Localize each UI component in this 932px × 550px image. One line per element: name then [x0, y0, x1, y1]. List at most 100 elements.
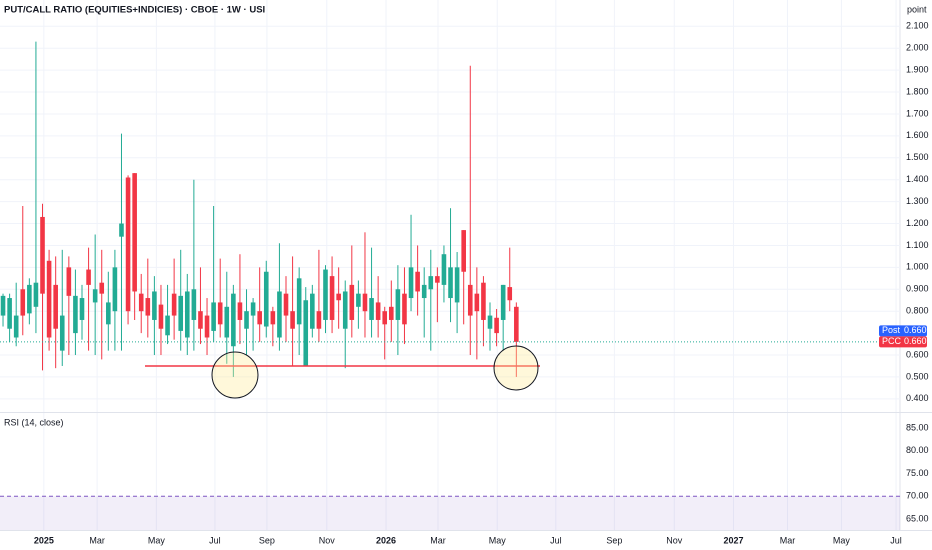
y-tick-label: 1.500: [906, 152, 929, 162]
candle-body: [362, 293, 368, 312]
y-tick-label: 1.800: [906, 86, 929, 96]
highlight-circle: [211, 351, 259, 399]
candle-body: [13, 315, 19, 338]
y-tick-label: 0.600: [906, 349, 929, 359]
candle-body: [461, 230, 466, 272]
candle-body: [46, 260, 52, 338]
price-badge: [879, 336, 927, 348]
chart-title: PUT/CALL RATIO (EQUITIES+INDICIES) · CBO…: [4, 5, 265, 16]
y-tick-label: 85.00: [906, 422, 929, 432]
candle-body: [283, 293, 289, 316]
price-badge-name: Post: [882, 325, 901, 335]
candle-body: [132, 173, 137, 292]
y-tick-label: 0.400: [906, 393, 929, 403]
candle-body: [138, 293, 144, 312]
x-tick-label: Mar: [430, 535, 446, 545]
y-tick-label: 0.800: [906, 306, 929, 316]
candle-body: [356, 293, 361, 307]
x-tick-label: Jul: [550, 535, 562, 545]
candle-body: [336, 293, 341, 301]
candle-body: [514, 306, 519, 342]
candle-body: [79, 298, 85, 320]
candle-body: [388, 306, 394, 320]
candle-body: [92, 289, 98, 303]
candle-body: [145, 298, 151, 316]
candle-body: [33, 282, 39, 307]
candle-body: [263, 271, 269, 327]
candle-body: [198, 311, 203, 329]
candle-body: [310, 293, 315, 329]
candle-body: [20, 289, 26, 316]
candle-body: [270, 311, 276, 325]
y-tick-label: 1.100: [906, 240, 929, 250]
candle-body: [53, 284, 58, 329]
x-tick-label: Nov: [319, 535, 336, 545]
y-tick-label: 75.00: [906, 468, 929, 478]
x-tick-label: 2026: [376, 535, 396, 545]
plot: [0, 41, 900, 377]
candle-body: [257, 311, 262, 325]
candle-body: [342, 291, 348, 329]
x-tick-label: Sep: [606, 535, 622, 545]
candle-body: [165, 315, 170, 336]
x-tick-label: 2025: [34, 535, 54, 545]
candle-body: [211, 302, 216, 331]
candle-body: [73, 295, 78, 334]
y-tick-label: 1.900: [906, 65, 929, 75]
y-tick-label: 2.100: [906, 21, 929, 31]
x-tick-label: 2027: [723, 535, 743, 545]
candle-body: [487, 315, 493, 329]
candle-body: [152, 291, 157, 320]
candle-body: [441, 254, 447, 285]
candle-body: [217, 302, 223, 325]
candle-body: [448, 267, 453, 299]
candle-body: [408, 267, 414, 299]
candle-body: [375, 302, 381, 320]
y-unit: point: [907, 4, 927, 14]
y-tick-label: 1.600: [906, 130, 929, 140]
candle-body: [481, 282, 486, 320]
x-tick-label: Jul: [209, 535, 221, 545]
candle-body: [474, 293, 480, 312]
candle-body: [467, 284, 473, 316]
candle-body: [316, 311, 322, 329]
candle-body: [66, 267, 72, 296]
x-tick-label: Nov: [666, 535, 683, 545]
candle-body: [59, 315, 65, 351]
x-tick-label: Jul: [890, 535, 902, 545]
candle-body: [395, 289, 401, 320]
candle-body: [277, 291, 282, 338]
candle-body: [303, 300, 309, 366]
candle-body: [119, 223, 124, 237]
candle-body: [421, 284, 427, 299]
y-tick-label: 2.000: [906, 43, 929, 53]
candle-body: [125, 177, 131, 312]
x-tick-label: Mar: [89, 535, 105, 545]
x-tick-label: May: [833, 535, 851, 545]
price-badge-name: PCC: [882, 336, 902, 346]
candle-body: [329, 276, 335, 320]
y-tick-label: 65.00: [906, 513, 929, 523]
y-tick-label: 70.00: [906, 491, 929, 501]
candle-body: [237, 302, 243, 320]
candle-body: [250, 302, 256, 316]
y-tick-label: 1.300: [906, 196, 929, 206]
candle-body: [428, 276, 434, 290]
price-badge-value: 0.660: [904, 325, 927, 335]
candle-body: [224, 306, 230, 338]
y-tick-label: 80.00: [906, 445, 929, 455]
candle-body: [415, 271, 420, 292]
candle-body: [27, 284, 32, 314]
candle-body: [454, 267, 460, 303]
candle-body: [500, 284, 506, 320]
candle-body: [296, 278, 302, 325]
candle-body: [106, 302, 111, 325]
candle-body: [7, 298, 12, 329]
candle-body: [290, 311, 295, 329]
candle-body: [191, 289, 197, 320]
candle-body: [112, 267, 118, 312]
